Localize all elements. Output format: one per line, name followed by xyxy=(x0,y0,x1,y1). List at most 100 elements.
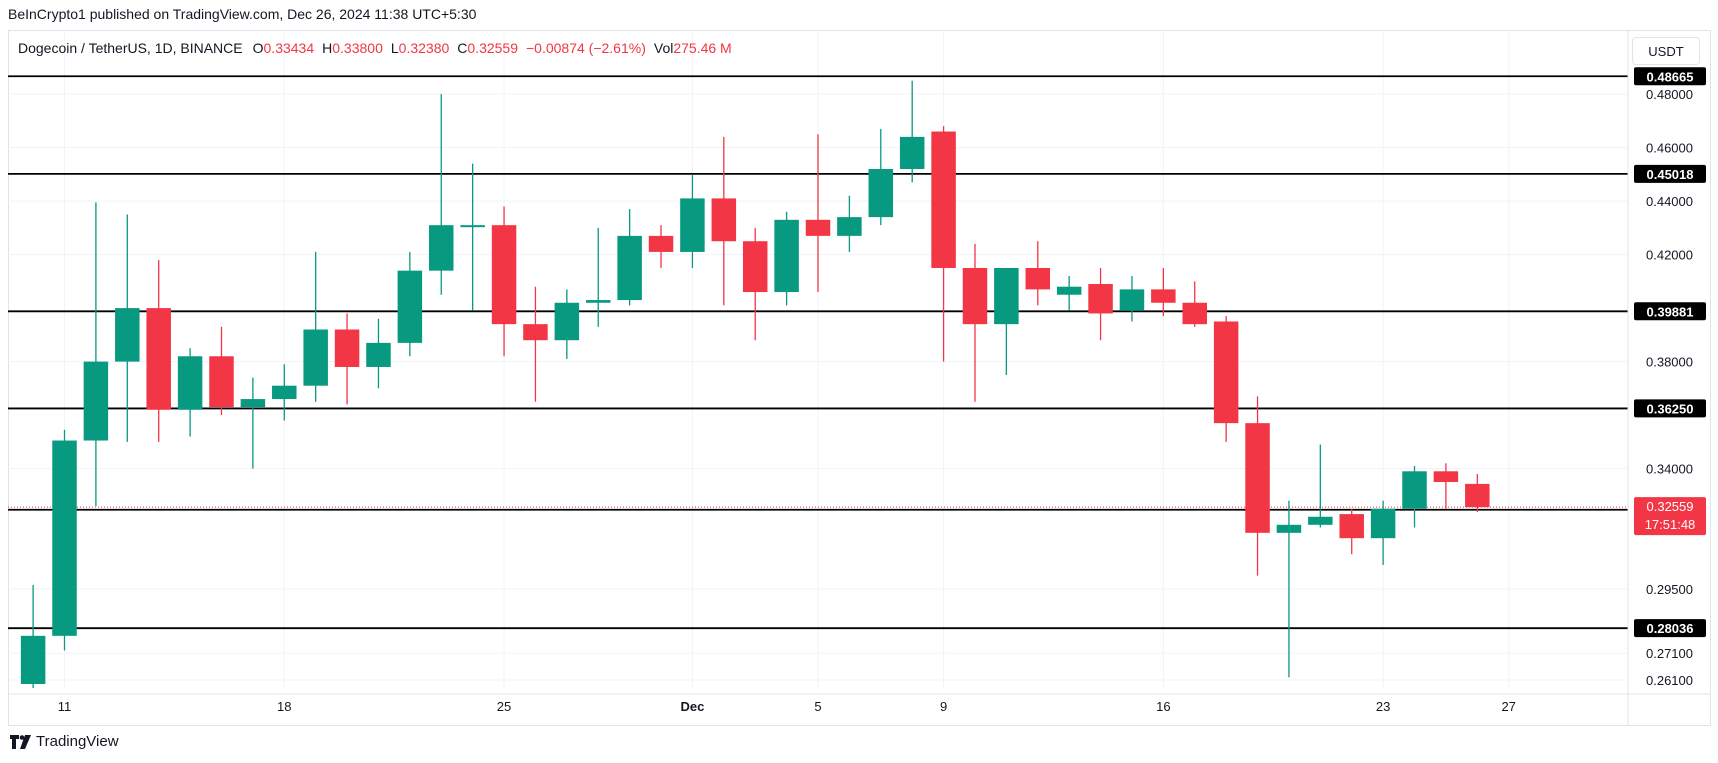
candle-body-up xyxy=(1370,508,1396,539)
x-tick-label: 16 xyxy=(1156,699,1170,714)
candle-body-down xyxy=(805,219,831,236)
candle-body-down xyxy=(1088,284,1113,314)
level-label-box xyxy=(1634,399,1706,418)
candle-body-up xyxy=(774,219,799,293)
change-value: −0.00874 (−2.61%) xyxy=(526,40,646,56)
level-label-box xyxy=(1634,619,1706,638)
x-tick-label: 23 xyxy=(1376,699,1390,714)
candle-body-up xyxy=(240,399,266,408)
candles xyxy=(20,80,1490,688)
candle-body-down xyxy=(1433,471,1459,482)
candle-body-up xyxy=(272,385,297,400)
candle-body-up xyxy=(617,235,642,301)
candle-body-up xyxy=(177,356,203,410)
candle-body-down xyxy=(711,198,737,242)
price-axis: 0.48000 0.46000 0.44000 0.42000 0.38000 0.340… xyxy=(1627,31,1693,725)
candle-body-down xyxy=(146,308,171,410)
candle-body-up xyxy=(1308,516,1333,525)
candle-body-up xyxy=(899,136,925,169)
level-label-text: 0.39881 xyxy=(1647,304,1694,319)
open-value: 0.33434 xyxy=(263,40,315,56)
time-axis: 11 18 25 Dec 5 9 16 23 27 xyxy=(8,693,1711,714)
candle-body-up xyxy=(554,302,580,341)
candle-body-down xyxy=(1213,321,1239,424)
candle-body-up xyxy=(20,635,46,684)
candle-body-up xyxy=(868,168,894,218)
candle-body-up xyxy=(680,198,705,252)
level-label-text: 0.36250 xyxy=(1647,401,1694,416)
candle-body-up xyxy=(366,342,391,367)
level-label-box xyxy=(1634,67,1706,86)
level-label-text: 0.45018 xyxy=(1647,167,1694,182)
candle-body-down xyxy=(1025,267,1051,290)
tradingview-brand: TradingView xyxy=(36,733,119,750)
volume-value: 275.46 M xyxy=(673,40,732,56)
candle-body-up xyxy=(83,361,109,441)
x-tick-label: 18 xyxy=(277,699,291,714)
low-label: L xyxy=(390,40,399,56)
candle-body-down xyxy=(1245,423,1270,533)
support-resistance-lines xyxy=(8,75,1628,630)
high-label: H xyxy=(322,40,333,56)
level-labels: 0.486650.450180.398810.362500.324620.280… xyxy=(1634,67,1706,638)
high-value: 0.33800 xyxy=(332,40,383,56)
currency-button[interactable]: USDT xyxy=(1632,37,1700,65)
candle-body-down xyxy=(209,356,234,408)
y-tick-label: 0.42000 xyxy=(1646,248,1693,263)
x-tick-label: 11 xyxy=(58,699,72,714)
level-label-text: 0.28036 xyxy=(1647,621,1694,636)
y-tick-label: 0.38000 xyxy=(1646,355,1693,370)
candle-body-up xyxy=(52,440,77,636)
x-tick-label: 5 xyxy=(814,699,821,714)
candle-body-down xyxy=(1151,289,1176,303)
grid-lines xyxy=(8,30,1628,688)
x-tick-label: 27 xyxy=(1501,699,1515,714)
candle-body-down xyxy=(962,267,988,325)
level-label-box xyxy=(1634,302,1706,321)
y-tick-label: 0.26100 xyxy=(1646,673,1693,688)
tradingview-logo[interactable]: TradingView xyxy=(10,733,119,750)
tradingview-icon xyxy=(10,734,31,749)
candle-body-up xyxy=(460,225,485,228)
y-tick-label: 0.48000 xyxy=(1646,87,1693,102)
last-price-label-box xyxy=(1634,497,1706,536)
countdown-label-text: 17:51:48 xyxy=(1645,517,1696,532)
candle-body-up xyxy=(1119,289,1145,311)
level-label-box xyxy=(1634,164,1706,183)
y-tick-label: 0.34000 xyxy=(1646,462,1693,477)
close-label: C xyxy=(457,40,468,56)
symbol-name: Dogecoin / TetherUS, 1D, BINANCE xyxy=(18,40,243,56)
open-label: O xyxy=(252,40,264,56)
candle-body-up xyxy=(1276,524,1302,533)
candle-body-down xyxy=(648,235,674,252)
level-label-text: 0.48665 xyxy=(1647,69,1694,84)
x-tick-label: 9 xyxy=(940,699,947,714)
candle-body-up xyxy=(397,270,423,343)
candle-body-down xyxy=(931,131,956,268)
last-price-label-text: 0.32559 xyxy=(1647,499,1694,514)
candle-body-down xyxy=(1465,483,1490,508)
candle-body-down xyxy=(491,225,517,325)
candle-body-up xyxy=(837,217,862,236)
candle-body-down xyxy=(742,241,768,293)
candle-body-up xyxy=(1402,471,1427,509)
y-tick-label: 0.46000 xyxy=(1646,141,1693,156)
candle-body-up xyxy=(994,267,1019,325)
low-value: 0.32380 xyxy=(398,40,450,56)
volume-label: Vol xyxy=(653,40,674,56)
chart-frame xyxy=(8,30,1711,726)
y-tick-label: 0.29500 xyxy=(1646,582,1693,597)
x-tick-label: 25 xyxy=(497,699,511,714)
candle-body-up xyxy=(585,300,611,303)
symbol-legend: Dogecoin / TetherUS, 1D, BINANCE O 0.334… xyxy=(18,40,740,56)
publisher-line: BeInCrypto1 published on TradingView.com… xyxy=(8,6,477,22)
candle-body-down xyxy=(1182,302,1207,325)
candle-body-up xyxy=(429,225,454,271)
candle-body-up xyxy=(303,329,328,386)
candle-body-down xyxy=(1339,514,1364,539)
x-tick-label: Dec xyxy=(680,699,704,714)
candle-body-down xyxy=(523,324,548,341)
candle-body-up xyxy=(1056,286,1082,295)
y-tick-label: 0.44000 xyxy=(1646,194,1693,209)
